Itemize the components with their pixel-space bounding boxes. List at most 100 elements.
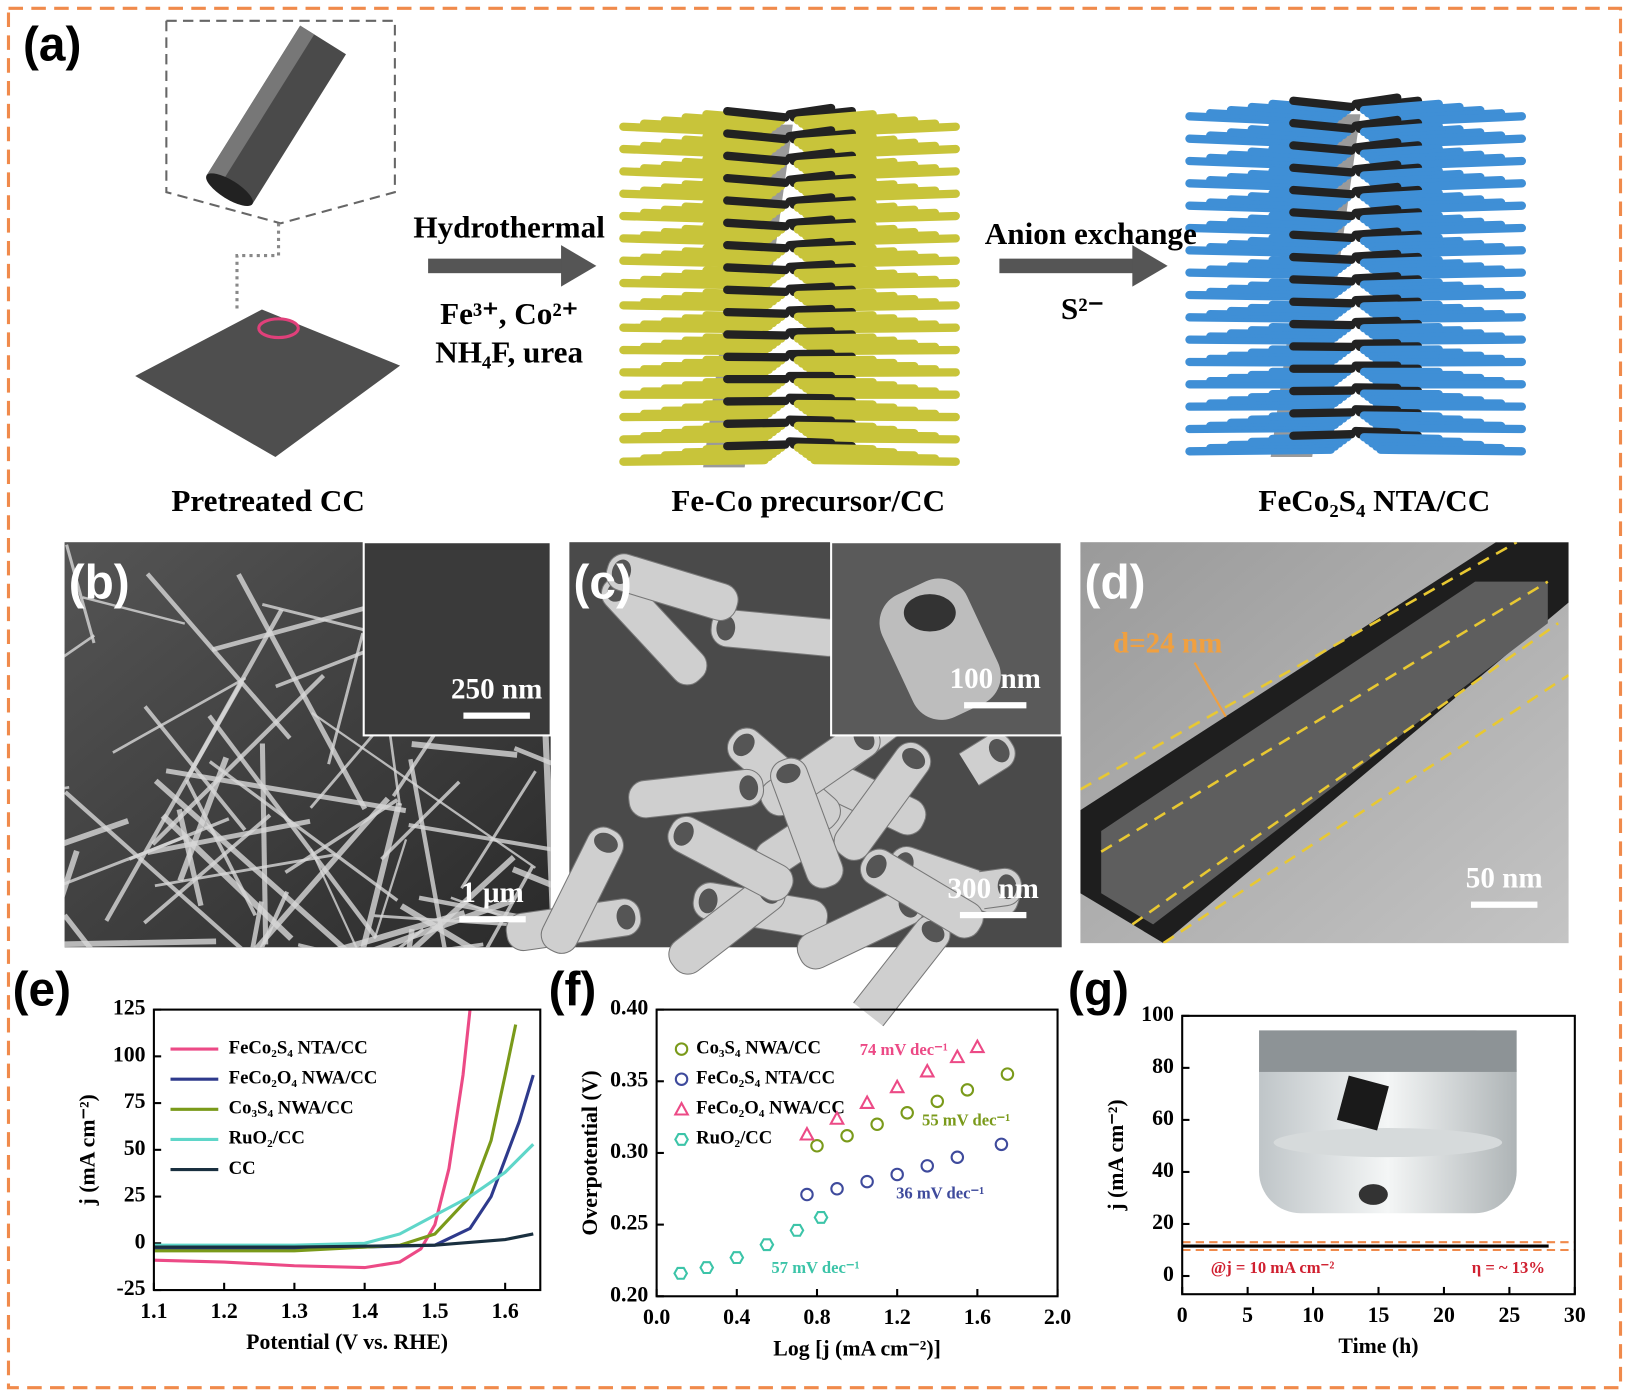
- nanorod: [723, 129, 790, 144]
- arrow-head: [561, 245, 597, 287]
- nanorod: [723, 151, 790, 166]
- point: [798, 1125, 815, 1141]
- nanorod: [723, 396, 790, 406]
- nanowire: [397, 927, 425, 948]
- nanorod: [1376, 401, 1527, 411]
- y-tick-label: 0.35: [610, 1067, 648, 1091]
- y-tick-label: 80: [1152, 1054, 1174, 1078]
- nanorod: [723, 173, 790, 187]
- nanorod: [1376, 223, 1527, 236]
- edge-guide: [1080, 542, 1518, 791]
- nanorod: [1289, 230, 1356, 243]
- nanotube-end: [698, 888, 718, 914]
- x-tick-label: 25: [1498, 1303, 1520, 1327]
- point: [960, 1083, 975, 1097]
- scale-bar: [463, 712, 530, 719]
- nanorod: [723, 352, 790, 362]
- thickness-label: d=24 nm: [1113, 628, 1222, 660]
- nanowire: [64, 818, 130, 847]
- nanowire: [360, 802, 403, 948]
- reagent: S²⁻: [1061, 291, 1104, 326]
- chart: 1.1 1.2 1.3 1.4 1.5 1.6 -25 0 25 50 75 100 125 Potent…: [75, 996, 542, 1354]
- x-tick-label: 0.8: [803, 1305, 830, 1329]
- nanorod: [723, 418, 790, 428]
- nanotube-body: [540, 826, 625, 954]
- point: [919, 1062, 936, 1078]
- nanorod: [810, 345, 960, 356]
- nanowire: [411, 741, 518, 758]
- y-tick-label: -25: [117, 1276, 146, 1300]
- point: [994, 1137, 1009, 1152]
- y-tick-label: 100: [1141, 1002, 1174, 1026]
- nanowire: [65, 544, 96, 644]
- nanowire: [297, 943, 316, 948]
- nanotube: [833, 741, 932, 861]
- reagent: Fe³⁺, Co²⁺: [440, 296, 578, 331]
- point: [969, 1038, 986, 1054]
- nanotube-body: [973, 867, 1023, 921]
- point: [699, 1261, 715, 1275]
- y-tick-label: 0.40: [610, 996, 648, 1020]
- nanotube: [770, 757, 844, 889]
- panel-label: (c): [574, 556, 632, 609]
- nanorod: [723, 106, 790, 122]
- x-tick-label: 5: [1242, 1303, 1253, 1327]
- chart: 0 5 10 15 20 25 30 0 20 40 60 80 100 Time (h) j (mA cm…: [1104, 1002, 1586, 1358]
- legend-label: FeCo₂S₄ NTA/CC: [229, 1037, 368, 1058]
- decoration: [64, 19, 1569, 1214]
- nanorod: [1289, 297, 1356, 308]
- point: [920, 1159, 935, 1173]
- nanotube-end: [611, 559, 632, 585]
- nanotube-end: [673, 822, 694, 846]
- x-tick-label: 0: [1177, 1303, 1188, 1327]
- nanotube-end: [739, 775, 759, 801]
- nanorod: [810, 301, 960, 312]
- legend-label: RuO₂/CC: [229, 1128, 305, 1149]
- nanorod: [810, 434, 960, 444]
- x-tick-label: 1.1: [140, 1299, 167, 1323]
- nanowire: [408, 758, 447, 948]
- nanowire: [64, 785, 70, 790]
- nanowire: [541, 719, 551, 936]
- point: [729, 1251, 745, 1265]
- nanowire: [64, 938, 217, 948]
- legend-label: Co₃S₄ NWA/CC: [696, 1037, 821, 1058]
- nanowire: [253, 796, 390, 948]
- legend-label: FeCo₂O₄ NWA/CC: [696, 1098, 845, 1119]
- scale-bar: [959, 911, 1027, 919]
- nanorod: [1289, 386, 1356, 396]
- nanotube-body: [859, 848, 984, 939]
- nanotube-body: [833, 741, 932, 861]
- y-tick-label: 20: [1152, 1210, 1174, 1234]
- x-tick-label: 1.6: [492, 1299, 519, 1323]
- legend-swatch: [673, 1100, 690, 1116]
- y-tick-label: 100: [113, 1042, 146, 1066]
- legend-swatch: [674, 1072, 689, 1086]
- nanowire: [176, 808, 204, 907]
- x-tick-label: 20: [1433, 1303, 1455, 1327]
- inset-b: [362, 541, 552, 737]
- point: [789, 1223, 805, 1237]
- nanotube: [540, 826, 625, 954]
- nanowire: [327, 632, 365, 765]
- annotation: 74 mV dec⁻¹: [860, 1040, 948, 1059]
- nanotube-end: [866, 854, 887, 879]
- step-title: Hydrothermal: [413, 210, 605, 245]
- edge-guide: [1100, 580, 1549, 853]
- point: [930, 1094, 945, 1109]
- edge-guide: [1162, 674, 1569, 944]
- series-line: [153, 1009, 472, 1270]
- scale-bar-label: 50 nm: [1466, 862, 1543, 894]
- x-tick-label: 0.0: [643, 1305, 670, 1329]
- nanowire: [145, 572, 292, 740]
- nanotube-end: [716, 615, 736, 641]
- nanotube: [710, 609, 847, 657]
- nanotube-end: [776, 763, 801, 784]
- fiber: [206, 25, 346, 207]
- nanowire: [399, 903, 476, 948]
- nanowire: [311, 711, 537, 869]
- point: [829, 1110, 846, 1125]
- nanowire: [373, 897, 514, 948]
- point: [673, 1266, 689, 1280]
- tube-hole: [903, 594, 956, 632]
